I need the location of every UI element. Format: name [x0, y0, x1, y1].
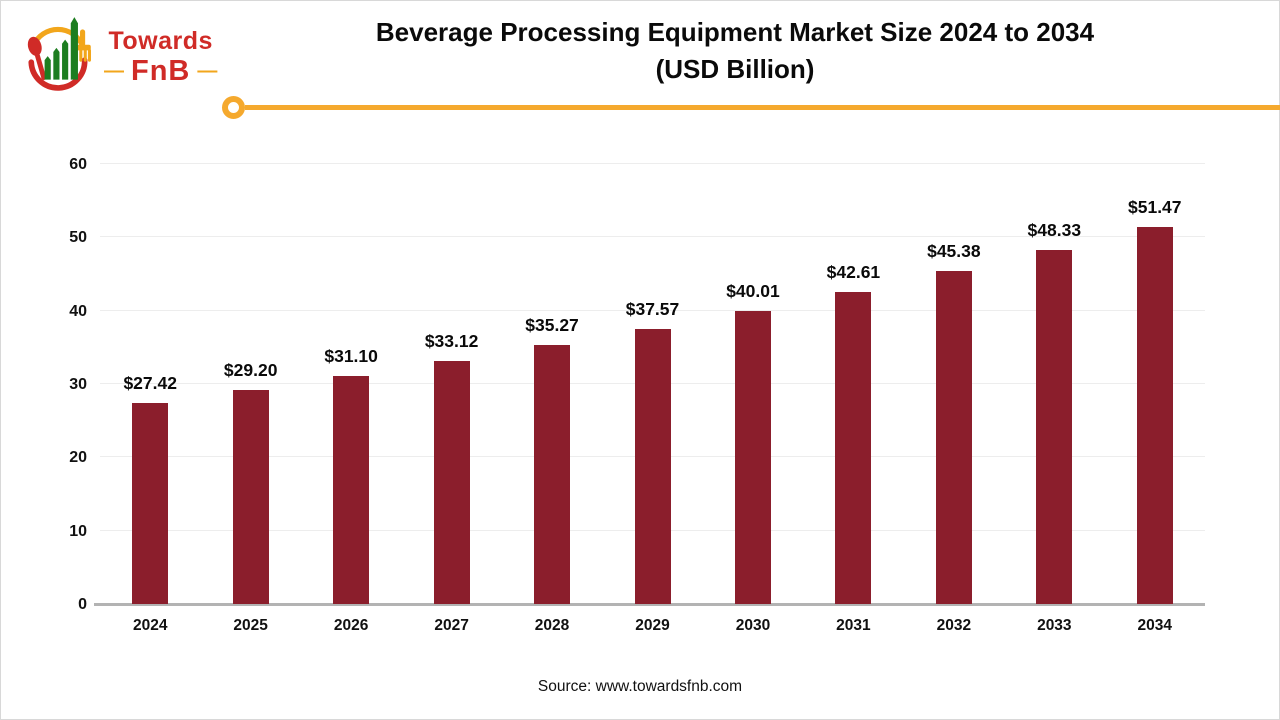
bar-value-label: $48.33	[1027, 219, 1082, 240]
y-tick-label: 10	[69, 522, 87, 540]
y-tick-label: 50	[69, 229, 87, 247]
x-axis-line	[94, 603, 1205, 606]
fork-icon	[74, 29, 91, 62]
brand-name-fnb: FnB	[131, 54, 191, 87]
bar-value-label: $35.27	[525, 315, 579, 336]
x-tick-label: 2032	[936, 617, 972, 634]
bar-value-label: $37.57	[625, 298, 680, 319]
brand-name-towards: Towards	[108, 26, 213, 55]
bar-2033	[1036, 249, 1073, 604]
growth-bars-icon	[44, 17, 78, 80]
bar-value-label: $33.12	[424, 331, 479, 352]
chart-title-line2: (USD Billion)	[655, 53, 815, 84]
x-tick-label: 2025	[233, 617, 268, 634]
x-tick-label: 2026	[333, 617, 369, 634]
bar-value-label: $27.42	[123, 372, 177, 393]
gridline	[100, 309, 1205, 311]
source-text: Source: www.towardsfnb.com	[537, 678, 743, 695]
bar-2028	[534, 345, 571, 604]
bar-2032	[935, 271, 972, 604]
brand-logo-icon	[27, 17, 91, 91]
bar-2034	[1136, 226, 1173, 604]
bar-2024	[132, 402, 169, 604]
accent-line	[245, 105, 1280, 110]
y-tick-label: 0	[78, 596, 87, 613]
brand-logo: Towards — FnB —	[24, 14, 217, 92]
bar-2027	[433, 361, 470, 604]
accent-ring-icon	[222, 96, 245, 119]
x-tick-label: 2033	[1037, 617, 1072, 634]
bar-value-label: $42.61	[826, 261, 881, 282]
gridline	[100, 236, 1205, 238]
bar-2031	[835, 291, 872, 604]
bar-value-label: $40.01	[726, 280, 780, 301]
brand-dash-right: —	[197, 59, 218, 82]
spoon-icon	[27, 36, 47, 80]
y-tick-label: 60	[69, 156, 87, 173]
chart-title: Beverage Processing Equipment Market Siz…	[215, 14, 1255, 88]
x-tick-label: 2034	[1137, 617, 1173, 634]
chart-title-line1: Beverage Processing Equipment Market Siz…	[375, 17, 1095, 47]
bar-2025	[232, 389, 269, 604]
accent-divider	[0, 96, 1280, 119]
bar-2026	[333, 375, 370, 604]
x-tick-label: 2024	[132, 617, 168, 634]
x-tick-label: 2030	[735, 617, 771, 634]
x-tick-label: 2029	[635, 617, 670, 634]
x-tick-label: 2027	[434, 617, 469, 634]
y-tick-label: 40	[69, 302, 87, 320]
bar-value-label: $29.20	[223, 359, 278, 380]
bar-value-label: $31.10	[324, 345, 378, 366]
logo-arc-red	[28, 57, 88, 91]
bar-value-label: $45.38	[927, 241, 981, 262]
x-tick-label: 2028	[534, 617, 570, 634]
y-tick-label: 20	[69, 449, 87, 467]
bar-chart-plot-area: 0 10 20 30 40 50 60 $27.42 2024 $29.20 2025 $31.10 2…	[69, 156, 1205, 634]
gridline	[100, 163, 1205, 164]
brand-dash-left: —	[104, 59, 124, 82]
bar-value-label: $51.47	[1128, 196, 1182, 217]
y-tick-label: 30	[69, 376, 87, 393]
x-tick-label: 2031	[836, 617, 871, 634]
bar-2029	[634, 328, 671, 604]
brand-wordmark: Towards — FnB —	[104, 26, 218, 87]
bar-2030	[734, 310, 771, 604]
